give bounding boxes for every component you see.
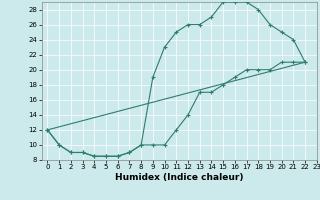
- X-axis label: Humidex (Indice chaleur): Humidex (Indice chaleur): [115, 173, 244, 182]
